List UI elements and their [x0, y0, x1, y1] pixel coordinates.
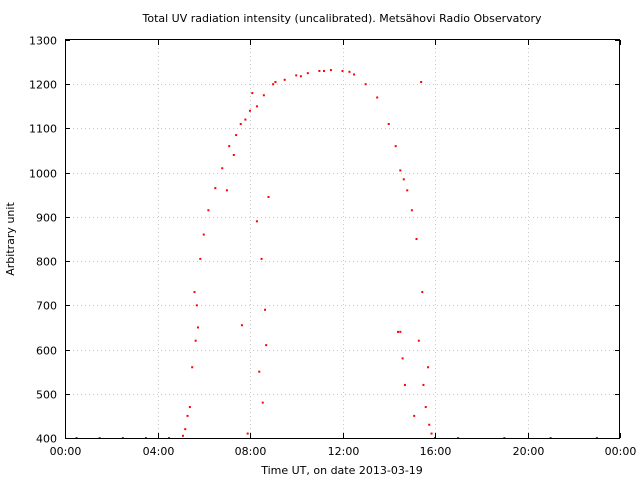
- y-tick-label: 1200: [29, 79, 57, 92]
- data-point: [410, 209, 413, 212]
- data-point: [348, 70, 351, 73]
- data-point: [353, 73, 356, 76]
- data-point: [267, 195, 270, 198]
- x-tick-label: 16:00: [420, 445, 452, 458]
- data-point: [228, 145, 231, 148]
- data-point: [417, 339, 420, 342]
- data-point: [364, 83, 367, 86]
- data-point: [402, 178, 405, 181]
- data-point: [401, 357, 404, 360]
- data-point: [199, 257, 202, 260]
- data-point: [188, 406, 191, 409]
- data-point: [318, 69, 321, 72]
- data-point: [207, 209, 210, 212]
- data-point: [403, 383, 406, 386]
- y-axis-ticks: 400 500 600 700 800 900 1000 1100 1200 1300: [29, 35, 620, 446]
- y-tick-label: 500: [36, 389, 57, 402]
- y-tick-label: 1000: [29, 168, 57, 181]
- x-axis-label: Time UT, on date 2013-03-19: [260, 464, 423, 477]
- data-point: [246, 432, 249, 435]
- y-axis-label: Arbitrary unit: [4, 202, 17, 276]
- x-tick-label: 04:00: [143, 445, 175, 458]
- data-point: [306, 72, 309, 75]
- data-point: [184, 428, 187, 431]
- data-point: [251, 92, 254, 95]
- data-point: [399, 330, 402, 333]
- data-point: [376, 96, 379, 99]
- data-point: [399, 169, 402, 172]
- data-point: [195, 304, 198, 307]
- data-point: [397, 330, 399, 333]
- data-point: [186, 414, 189, 417]
- data-point: [214, 187, 217, 190]
- data-point: [232, 153, 235, 156]
- y-tick-label: 800: [36, 256, 57, 269]
- data-point: [427, 366, 430, 369]
- chart-title: Total UV radiation intensity (uncalibrat…: [142, 12, 542, 25]
- data-point: [235, 134, 238, 137]
- data-point: [255, 220, 258, 223]
- data-point: [420, 81, 423, 84]
- data-point: [424, 406, 427, 409]
- data-point: [283, 78, 286, 81]
- data-point: [265, 344, 268, 347]
- data-points: [75, 69, 598, 439]
- data-point: [261, 401, 264, 404]
- data-point: [244, 118, 247, 121]
- y-tick-label: 900: [36, 212, 57, 225]
- x-tick-label: 00:00: [50, 445, 82, 458]
- y-tick-label: 700: [36, 300, 57, 313]
- data-point: [329, 69, 332, 72]
- x-tick-label: 12:00: [328, 445, 360, 458]
- data-point: [239, 123, 242, 126]
- y-tick-label: 400: [36, 433, 57, 446]
- data-point: [193, 291, 196, 294]
- data-point: [295, 74, 298, 77]
- x-tick-label: 20:00: [513, 445, 545, 458]
- data-point: [191, 366, 194, 369]
- data-point: [260, 257, 263, 260]
- data-point: [430, 432, 433, 435]
- data-point: [196, 326, 199, 329]
- data-point: [221, 167, 224, 170]
- data-point: [264, 308, 267, 311]
- x-tick-label: 00:00: [605, 445, 637, 458]
- data-point: [262, 94, 265, 97]
- y-tick-label: 1100: [29, 123, 57, 136]
- data-point: [394, 145, 397, 148]
- data-point: [272, 83, 275, 86]
- data-point: [413, 414, 416, 417]
- data-point: [181, 434, 184, 437]
- y-tick-label: 1300: [29, 35, 57, 48]
- data-point: [341, 69, 344, 72]
- data-point: [387, 123, 390, 126]
- data-point: [225, 189, 228, 192]
- y-tick-label: 600: [36, 345, 57, 358]
- x-axis-ticks: 00:00 04:00 08:00 12:00 16:00 20:00 00:00: [50, 40, 637, 458]
- data-point: [240, 324, 243, 327]
- data-point: [249, 109, 251, 112]
- x-tick-label: 08:00: [235, 445, 267, 458]
- data-point: [421, 291, 424, 294]
- data-point: [415, 238, 418, 240]
- grid-lines: [65, 40, 620, 438]
- data-point: [202, 233, 205, 236]
- data-point: [406, 189, 409, 192]
- data-point: [255, 105, 258, 108]
- data-point: [323, 69, 325, 72]
- data-point: [428, 423, 431, 426]
- data-point: [258, 370, 261, 373]
- data-point: [194, 339, 197, 342]
- data-point: [274, 81, 277, 84]
- plot-frame: [65, 39, 620, 439]
- data-point: [299, 75, 302, 78]
- data-point: [422, 383, 425, 386]
